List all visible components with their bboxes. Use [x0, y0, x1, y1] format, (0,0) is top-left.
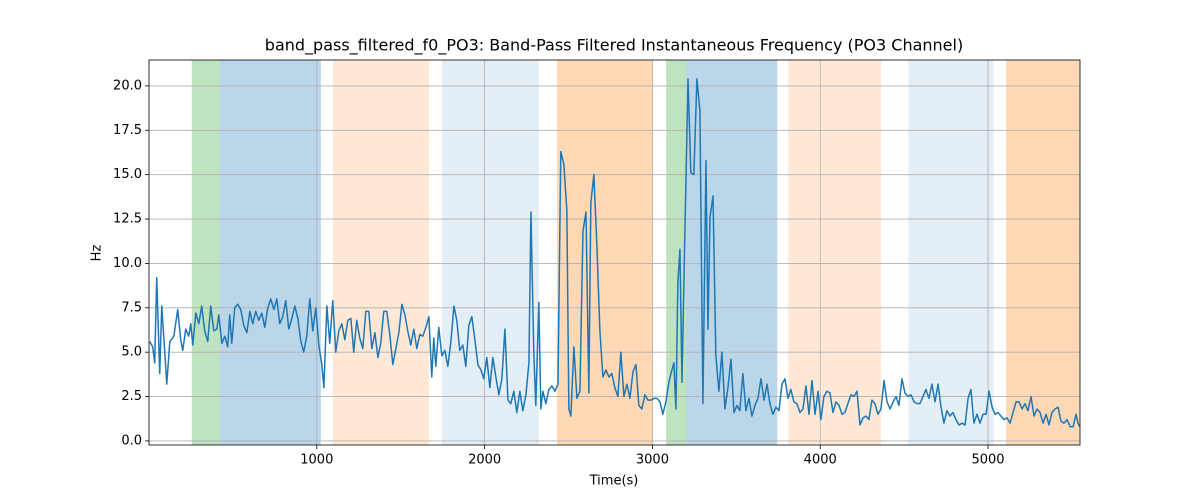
y-tick-label: 17.5: [113, 123, 142, 138]
y-tick-label: 5.0: [121, 345, 142, 360]
shaded-span: [219, 60, 321, 445]
y-tick-label: 12.5: [113, 212, 142, 227]
shaded-span: [191, 60, 220, 445]
y-tick-label: 7.5: [121, 300, 142, 315]
x-tick-label: 2000: [468, 453, 501, 468]
axes: 1000 2000 3000 4000 5000 0.0 2.5 5.0 7.5 10.0 12.5…: [113, 59, 1081, 468]
x-tick-label: 5000: [971, 453, 1004, 468]
y-axis-label: Hz: [90, 245, 105, 262]
plot-frame: [148, 59, 1081, 446]
shaded-span: [556, 60, 654, 445]
x-axis-label: Time(s): [589, 474, 639, 489]
shaded-span: [332, 60, 429, 445]
y-tick-label: 10.0: [113, 256, 142, 271]
shaded-span: [908, 60, 994, 445]
data-line: [149, 78, 1080, 428]
x-tick-label: 4000: [804, 453, 837, 468]
series: [149, 78, 1080, 428]
y-tick-label: 2.5: [121, 389, 142, 404]
shaded-span: [788, 60, 881, 445]
y-tick-label: 0.0: [121, 433, 142, 448]
shaded-span: [1006, 60, 1080, 445]
y-tick-label: 20.0: [113, 78, 142, 93]
x-tick-label: 1000: [300, 453, 333, 468]
chart-title: band_pass_filtered_f0_PO3: Band-Pass Fil…: [265, 36, 963, 56]
x-tick-label: 3000: [636, 453, 669, 468]
y-tick-label: 15.0: [113, 167, 142, 182]
